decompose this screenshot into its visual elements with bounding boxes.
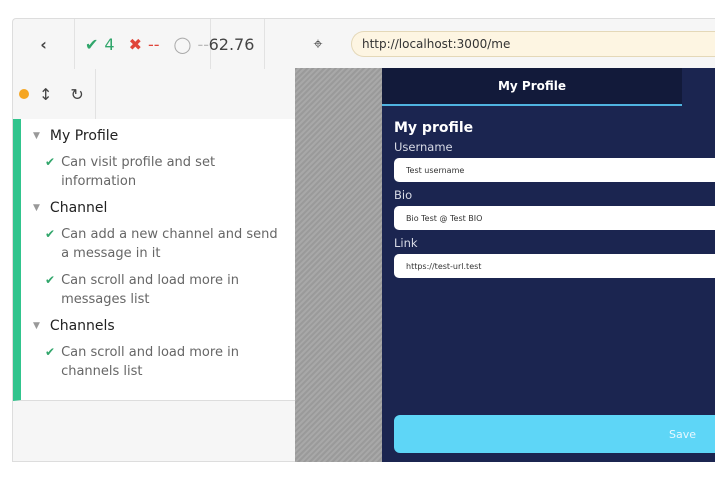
status-dot-icon [19,89,29,99]
save-button[interactable]: Save [394,415,715,453]
link-input[interactable] [394,254,715,278]
url-bar[interactable]: http://localhost:3000/me [351,31,715,57]
caret-down-icon: ▼ [33,203,40,213]
resize-icon[interactable]: ↕ [39,84,53,104]
test-item[interactable]: ✔ Can add a new channel and send a messag… [45,227,278,261]
caret-down-icon: ▼ [33,131,40,141]
bio-input[interactable] [394,206,715,230]
pending-icon: ◯ [173,34,192,54]
link-label: Link [394,236,418,250]
suite-channel[interactable]: ▼ Channel [33,200,108,216]
pending-count: -- [197,34,209,54]
check-icon: ✔ [45,155,56,169]
restart-icon[interactable]: ↻ [70,84,84,104]
stats: ✔ 4 ✖ -- ◯ -- [75,19,211,69]
username-label: Username [394,140,453,154]
check-icon: ✔ [85,34,99,54]
caret-down-icon: ▼ [33,321,40,331]
passed-count: 4 [104,34,115,54]
username-input[interactable] [394,158,715,182]
selector-playground-button[interactable]: ⌖ [303,19,333,69]
bio-label: Bio [394,188,413,202]
crosshair-icon: ⌖ [313,34,323,53]
test-item[interactable]: ✔ Can visit profile and set information [45,155,216,189]
tab-my-profile[interactable]: My Profile [382,68,682,106]
check-icon: ✔ [45,273,56,287]
back-button[interactable]: ‹ [13,19,75,69]
test-item[interactable]: ✔ Can scroll and load more in messages li… [45,273,239,307]
test-item[interactable]: ✔ Can scroll and load more in channels li… [45,345,239,379]
check-icon: ✔ [45,345,56,359]
test-list: ▼ My Profile ✔ Can visit profile and set i… [13,119,296,401]
x-icon: ✖ [128,34,142,54]
page-title: My profile [394,120,474,136]
app-preview: My Profile My profile Username Bio Link … [295,68,715,462]
controls: ↕ ↻ [13,69,96,119]
suite-my-profile[interactable]: ▼ My Profile [33,128,119,144]
app-frame: My Profile My profile Username Bio Link … [382,68,715,462]
failed-count: -- [148,34,160,54]
chevron-left-icon: ‹ [40,34,47,54]
suite-channels[interactable]: ▼ Channels [33,318,115,334]
check-icon: ✔ [45,227,56,241]
duration: 62.76 [199,19,265,69]
